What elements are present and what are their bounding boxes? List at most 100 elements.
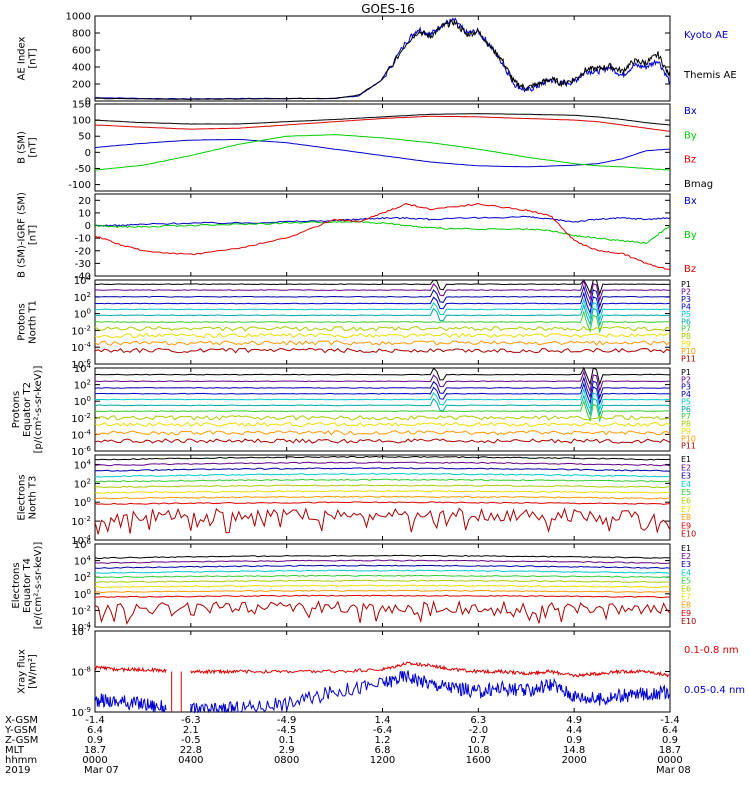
series-line-p3 xyxy=(94,376,671,400)
series-line-e2 xyxy=(94,461,671,467)
ephemeris-value: 0.1 xyxy=(279,735,295,746)
series-line-p2 xyxy=(94,370,671,393)
series-line-e5 xyxy=(94,478,671,483)
legend-entry: P9 xyxy=(681,340,691,349)
ephemeris-value: -6.3 xyxy=(181,715,201,726)
y-axis-label: ProtonsEquator T2[p/(cm²-s-sr-keV)] xyxy=(11,366,44,454)
ephemeris-value: 6.4 xyxy=(87,725,103,736)
ephemeris-row-label: 2019 xyxy=(5,765,30,776)
panel-p2: ProtonsEquator T2[p/(cm²-s-sr-keV)] 10-6 1… xyxy=(11,362,696,458)
y-tick-label: 10-4 xyxy=(71,341,91,354)
ephemeris-value: 6.3 xyxy=(470,715,486,726)
legend-entry: E3 xyxy=(681,472,691,481)
y-tick-label: -20 xyxy=(75,246,91,257)
series-line-p10 xyxy=(94,340,671,346)
series-line-e6 xyxy=(94,579,670,583)
panel-e1: ElectronsNorth T3 10-4 10-2 100 102 104 E1E2E3… xyxy=(17,454,696,547)
legend: Bx By Bz xyxy=(684,196,697,275)
legend: Kyoto AE Themis AE xyxy=(683,30,737,81)
series-line-e1 xyxy=(94,554,671,559)
legend-entry: P5 xyxy=(681,397,691,406)
series-line-p9 xyxy=(94,421,671,428)
y-tick-label: 100 xyxy=(74,395,91,408)
y-tick-label: 102 xyxy=(74,571,91,584)
y-tick-label: 102 xyxy=(74,291,91,304)
legend-entry: P5 xyxy=(681,310,691,319)
legend-entry: 0.1-0.8 nm xyxy=(684,645,739,656)
series-line-e2 xyxy=(94,559,671,564)
legend-entry: P9 xyxy=(681,427,691,436)
ephemeris-value: 1.2 xyxy=(375,735,391,746)
y-tick-label: 10-2 xyxy=(71,324,91,337)
series-line-e4 xyxy=(94,569,671,574)
legend-entry: Bx xyxy=(684,196,697,207)
series-line-p5 xyxy=(94,387,671,412)
legend-entry: Bz xyxy=(684,155,696,166)
panel-frame xyxy=(94,15,671,102)
ephemeris-value: 0800 xyxy=(274,755,299,766)
series-line-e3 xyxy=(94,467,671,472)
y-axis-label: ElectronsEquator T4[e/(cm²-s-sr-keV)] xyxy=(11,542,44,630)
ephemeris-value: 1600 xyxy=(466,755,491,766)
y-tick-label: 10-2 xyxy=(71,412,91,425)
y-tick-label: 600 xyxy=(72,46,91,57)
panel-frame xyxy=(94,367,671,452)
legend-entry: E6 xyxy=(681,497,691,506)
series-line-p11 xyxy=(94,347,671,354)
y-tick-label: 10-9 xyxy=(71,706,91,719)
ephemeris-value: 0000 xyxy=(82,755,107,766)
legend-entry: E3 xyxy=(681,560,691,569)
y-tick-label: 104 xyxy=(74,274,92,287)
y-tick-label: 0 xyxy=(85,221,91,232)
ephemeris-value: -1.4 xyxy=(660,715,680,726)
y-tick-label: 10-8 xyxy=(71,666,91,679)
legend-entry: P1 xyxy=(681,368,691,377)
series-line-p3 xyxy=(94,284,671,309)
legend-entry: E1 xyxy=(681,455,691,464)
ephemeris-row-label: MLT xyxy=(5,745,25,756)
legend-entry: E9 xyxy=(681,609,691,618)
y-tick-label: 10-6 xyxy=(71,445,91,458)
legend-entry: P4 xyxy=(681,390,691,399)
series-line-bmag xyxy=(94,113,670,126)
series-line-bx xyxy=(94,139,671,168)
legend-entry: P2 xyxy=(681,287,691,296)
y-tick-label: 0 xyxy=(85,148,91,159)
y-tick-label: 10-6 xyxy=(71,358,91,371)
ephemeris-value: 2000 xyxy=(561,755,586,766)
y-tick-label: 20 xyxy=(78,196,91,207)
series-line-p4 xyxy=(94,291,671,315)
legend-entry: P11 xyxy=(681,355,696,364)
legend-entry: E5 xyxy=(681,576,691,585)
ephemeris-value: 6.4 xyxy=(662,725,678,736)
legend-entry: E2 xyxy=(681,463,691,472)
series-line-kyoto-ae xyxy=(95,17,671,100)
y-tick-label: 100 xyxy=(74,496,91,509)
y-tick-label: 10-7 xyxy=(71,625,91,638)
legend-entry: P1 xyxy=(681,280,691,289)
ephemeris-value: 14.8 xyxy=(563,745,585,756)
figure-title: GOES-16 xyxy=(361,2,415,16)
ephemeris-value: 4.9 xyxy=(566,715,582,726)
legend-entry: E1 xyxy=(681,544,691,553)
series-line-e9 xyxy=(94,594,671,599)
legend-entry: P6 xyxy=(681,405,691,414)
y-axis-label: Xray flux[W/m²] xyxy=(17,649,39,694)
ephemeris-value: -2.0 xyxy=(469,725,489,736)
legend-entry: Kyoto AE xyxy=(684,30,728,41)
series-line-by xyxy=(94,220,671,245)
panel-xray: Xray flux[W/m²] 10-9 10-8 10-7 0.1-0.8 nm 0.0… xyxy=(17,625,746,719)
series-line-p1 xyxy=(94,366,671,386)
legend-entry: E2 xyxy=(681,552,691,561)
series-line-e6 xyxy=(94,484,671,489)
ephemeris-value: -6.4 xyxy=(373,725,393,736)
legend-entry: P6 xyxy=(681,317,691,326)
ephemeris-row-label: Y-GSM xyxy=(4,725,37,736)
ephemeris-value: 6.8 xyxy=(375,745,391,756)
legend: 0.1-0.8 nm 0.05-0.4 nm xyxy=(684,645,745,696)
y-tick-label: 100 xyxy=(74,308,91,321)
